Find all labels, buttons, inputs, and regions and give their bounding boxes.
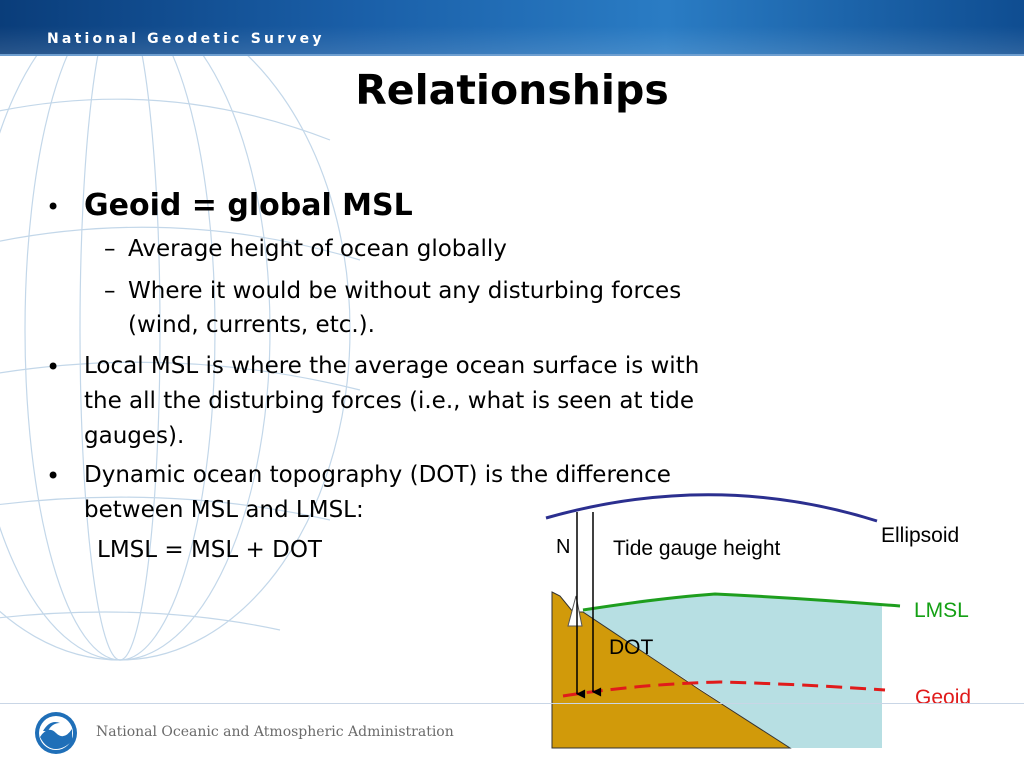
sub-bullet-without-forces-line2: (wind, currents, etc.). <box>128 312 375 338</box>
lmsl-curve <box>582 592 901 612</box>
ocean-water <box>583 595 882 748</box>
bullet-marker: • <box>46 462 61 490</box>
label-geoid: Geoid <box>915 686 971 709</box>
sub-bullet-average: Average height of ocean globally <box>128 236 507 262</box>
footer-divider <box>0 703 1024 704</box>
label-ellipsoid: Ellipsoid <box>881 524 959 547</box>
label-n: N <box>556 536 570 558</box>
bullet-marker: • <box>46 193 61 221</box>
equation: LMSL = MSL + DOT <box>97 537 322 563</box>
bullet-local-msl-line2: the all the disturbing forces (i.e., wha… <box>84 388 695 414</box>
msl-diagram: N Tide gauge height Ellipsoid LMSL DOT G… <box>545 493 971 749</box>
bullet-geoid: Geoid = global MSL <box>84 188 413 223</box>
slide-title: Relationships <box>355 66 669 114</box>
noaa-logo-icon <box>35 712 77 754</box>
geoid-curve <box>562 680 886 698</box>
sub-bullet-without-forces-line1: Where it would be without any disturbing… <box>128 278 682 304</box>
bullet-marker: • <box>46 353 61 381</box>
label-tide-gauge-height: Tide gauge height <box>613 537 781 560</box>
ellipsoid-curve <box>545 493 878 523</box>
tide-gauge-icon <box>567 595 583 627</box>
label-lmsl: LMSL <box>914 599 969 622</box>
label-dot: DOT <box>609 636 654 659</box>
bullet-dot-line1: Dynamic ocean topography (DOT) is the di… <box>84 462 671 488</box>
header-bar <box>0 0 1024 54</box>
dash-marker: – <box>104 278 116 304</box>
bullet-dot-line2: between MSL and LMSL: <box>84 497 364 523</box>
org-name: National Geodetic Survey <box>47 31 325 47</box>
bullet-local-msl-line3: gauges). <box>84 423 185 449</box>
header-divider <box>0 54 1024 56</box>
footer-agency-name: National Oceanic and Atmospheric Adminis… <box>96 724 454 740</box>
land-profile <box>551 591 792 749</box>
bullet-local-msl-line1: Local MSL is where the average ocean sur… <box>84 353 700 379</box>
dash-marker: – <box>104 236 116 262</box>
